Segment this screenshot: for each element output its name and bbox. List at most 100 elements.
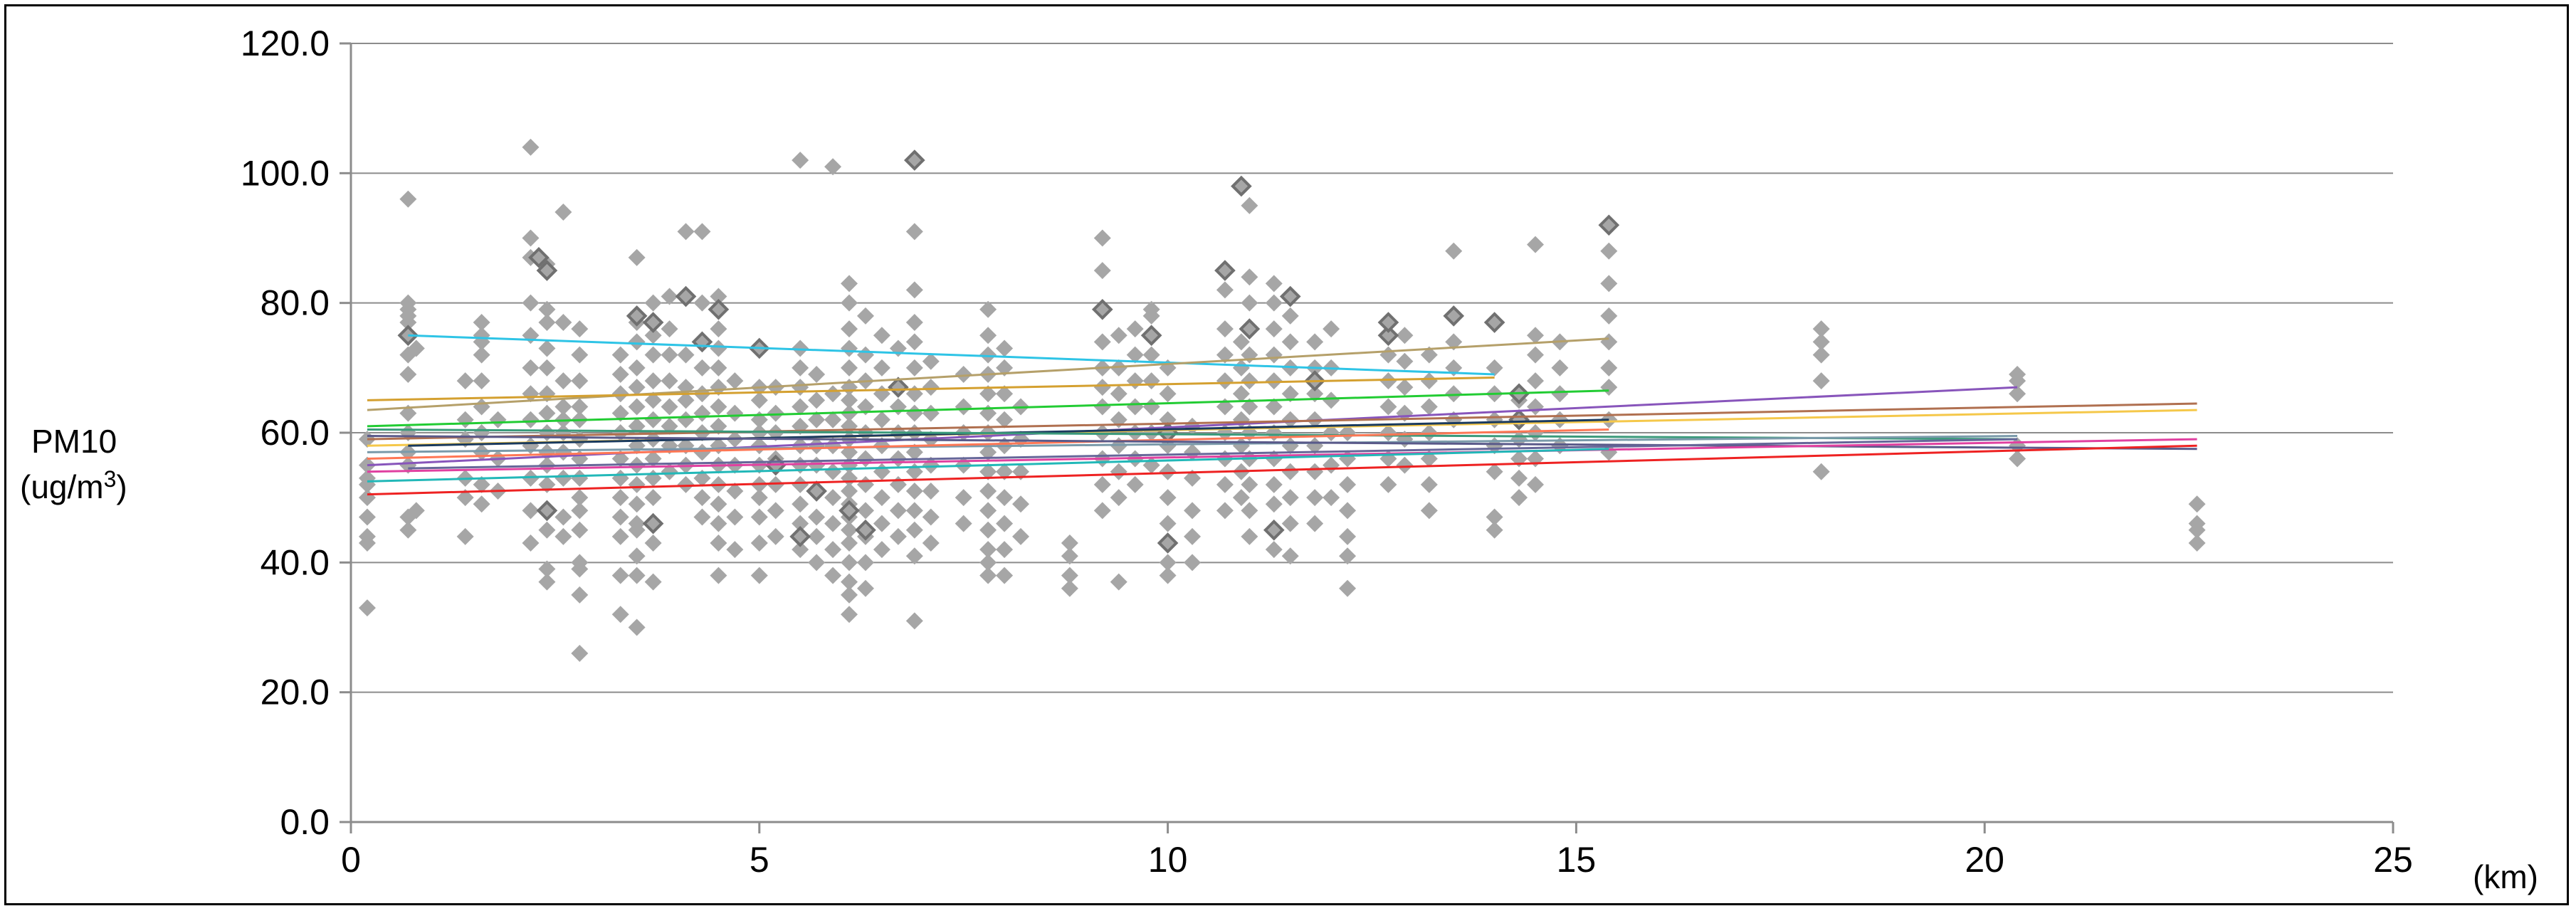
data-point	[1527, 327, 1545, 344]
data-point	[905, 281, 923, 299]
data-point	[792, 379, 809, 396]
data-point	[1061, 567, 1078, 584]
data-point	[955, 489, 972, 507]
data-point	[1600, 443, 1618, 461]
data-point	[767, 404, 784, 422]
data-point	[1339, 502, 1357, 520]
data-point	[1527, 398, 1545, 416]
data-point	[841, 339, 858, 357]
data-point	[824, 437, 842, 455]
data-point	[1812, 463, 1830, 480]
data-point	[1527, 346, 1545, 364]
data-point	[693, 443, 711, 461]
data-point	[1265, 275, 1283, 293]
data-point	[856, 502, 874, 520]
data-point	[1379, 398, 1397, 416]
data-point	[1379, 346, 1397, 364]
data-point	[1306, 333, 1324, 351]
y-axis-unit-prefix: (ug/m	[20, 468, 104, 505]
data-point	[611, 527, 629, 545]
data-point	[824, 385, 842, 403]
data-point	[473, 327, 490, 344]
data-point	[1281, 411, 1299, 428]
data-point	[571, 489, 589, 507]
data-point	[1126, 320, 1144, 338]
data-point	[473, 398, 490, 416]
data-point	[1600, 379, 1618, 396]
data-point	[792, 475, 809, 493]
data-point	[538, 359, 556, 376]
data-point	[979, 554, 997, 572]
data-point	[538, 339, 556, 357]
data-point	[473, 424, 490, 441]
data-point	[358, 599, 376, 617]
data-point	[1812, 346, 1830, 364]
data-point	[792, 495, 809, 513]
data-point	[1093, 333, 1111, 351]
data-point	[1265, 541, 1283, 559]
data-point	[611, 489, 629, 507]
data-point	[873, 327, 890, 344]
data-point	[889, 475, 907, 493]
data-point	[399, 404, 417, 422]
data-point	[1551, 385, 1569, 403]
data-point	[489, 411, 507, 428]
data-point	[710, 534, 727, 552]
data-point	[628, 495, 646, 513]
data-point	[1323, 489, 1340, 507]
data-point	[1241, 268, 1258, 286]
data-point	[996, 463, 1014, 480]
data-point	[1232, 411, 1250, 428]
y-tick-label-2: 40.0	[261, 542, 330, 582]
data-point	[979, 300, 997, 318]
trend-line-13	[367, 438, 2197, 473]
data-point	[1061, 534, 1078, 552]
data-point	[538, 385, 556, 403]
data-point	[1281, 463, 1299, 480]
data-point	[873, 489, 890, 507]
trend-line-9	[367, 428, 2018, 441]
data-point	[538, 560, 556, 578]
data-point	[644, 489, 662, 507]
data-point	[1232, 437, 1250, 455]
data-point	[677, 411, 695, 428]
data-point	[1265, 475, 1283, 493]
data-point	[824, 541, 842, 559]
data-point	[1379, 372, 1397, 390]
data-point	[1510, 489, 1528, 507]
data-point	[473, 346, 490, 364]
data-point	[1159, 489, 1177, 507]
trend-line-16	[408, 438, 2018, 470]
data-point	[808, 365, 826, 383]
data-point	[726, 508, 744, 526]
data-point	[996, 411, 1014, 428]
data-point	[996, 489, 1014, 507]
data-point	[456, 527, 474, 545]
trend-line-10	[367, 435, 2018, 453]
data-point	[1527, 424, 1545, 441]
data-point	[905, 359, 923, 376]
data-point	[905, 404, 923, 422]
x-tick-label-3: 15	[1557, 840, 1597, 880]
data-point	[1241, 294, 1258, 312]
data-point-outlined	[904, 149, 925, 171]
data-point	[1241, 372, 1258, 390]
data-point	[1216, 320, 1234, 338]
data-point	[1445, 385, 1463, 403]
data-point	[1142, 346, 1160, 364]
data-point	[2188, 495, 2206, 513]
data-point	[611, 469, 629, 487]
data-point	[792, 152, 809, 169]
data-point	[792, 515, 809, 532]
data-point	[1159, 515, 1177, 532]
data-point	[628, 547, 646, 565]
data-point	[1396, 456, 1414, 474]
data-point	[905, 385, 923, 403]
data-point	[841, 534, 858, 552]
data-point	[955, 515, 972, 532]
data-point	[808, 411, 826, 428]
data-point	[726, 404, 744, 422]
data-point	[1551, 359, 1569, 376]
data-point	[1281, 515, 1299, 532]
data-point	[710, 379, 727, 396]
